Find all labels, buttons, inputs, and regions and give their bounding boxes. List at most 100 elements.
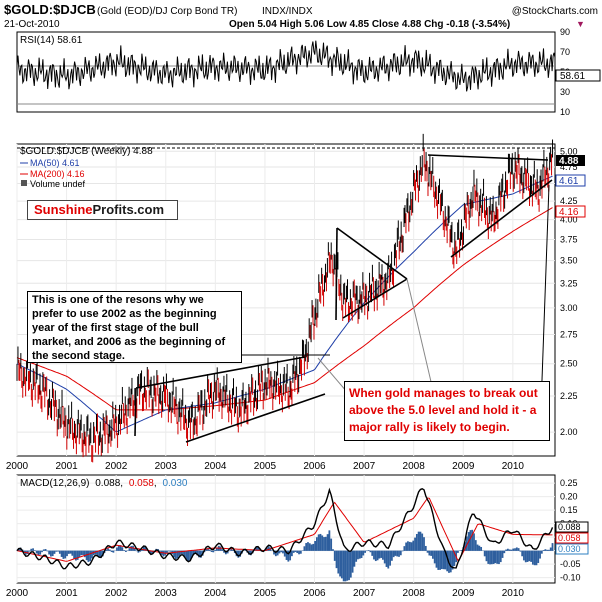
macd-hist-bar bbox=[78, 550, 81, 558]
macd-hist-bar bbox=[33, 550, 36, 551]
macd-hist-bar bbox=[210, 550, 213, 552]
macd-hist-bar bbox=[499, 550, 502, 563]
macd-hist-bar bbox=[298, 550, 300, 555]
macd-hist-bar bbox=[460, 550, 463, 551]
price-year-label: 2007 bbox=[353, 461, 376, 472]
triangle-2008-upper bbox=[427, 154, 549, 161]
macd-year-label: 2005 bbox=[254, 588, 277, 599]
macd-hist-bar bbox=[214, 549, 217, 551]
macd-hist-bar bbox=[342, 550, 345, 582]
macd-hist-bar bbox=[108, 549, 111, 551]
price-year-label: 2000 bbox=[6, 461, 29, 472]
callout-lines bbox=[232, 184, 550, 409]
macd-hist-bar bbox=[337, 550, 340, 574]
macd-hist-bar bbox=[64, 550, 67, 559]
macd-hist-bar bbox=[398, 550, 400, 557]
macd-hist-bar bbox=[523, 550, 525, 561]
macd-hist-bar bbox=[287, 550, 290, 562]
macd-hist-bar bbox=[82, 550, 84, 556]
price-year-label: 2006 bbox=[303, 461, 326, 472]
macd-hist-bar bbox=[476, 544, 479, 551]
macd-hist-bar bbox=[446, 550, 449, 572]
macd-hist-bar bbox=[519, 550, 522, 552]
price-year-label: 2004 bbox=[204, 461, 227, 472]
macd-hist-bar bbox=[208, 549, 211, 551]
quote-line: Open 5.04 High 5.06 Low 4.85 Close 4.88 … bbox=[229, 19, 510, 30]
macd-hist-bar bbox=[185, 550, 188, 561]
macd-hist-bar bbox=[531, 550, 534, 565]
macd-hist-bar bbox=[99, 550, 102, 559]
macd-hist-bar bbox=[183, 550, 186, 558]
macd-hist-bar bbox=[382, 550, 384, 560]
macd-hist-bar bbox=[158, 550, 161, 552]
macd-hist-bar bbox=[48, 550, 51, 555]
macd-hist-bar bbox=[512, 548, 515, 551]
macd-hist-bar bbox=[149, 550, 152, 555]
macd-hist-bar bbox=[457, 550, 459, 553]
macd-hist-bar bbox=[387, 550, 390, 569]
macd-hist-bar bbox=[244, 550, 247, 551]
macd-hist-bar bbox=[485, 550, 488, 562]
macd-hist-bar bbox=[349, 550, 352, 578]
macd-hist-bar bbox=[137, 550, 140, 553]
macd-hist-bar bbox=[321, 535, 324, 551]
macd-hist-bar bbox=[291, 550, 293, 557]
macd-value-tag-text: 0.088 bbox=[558, 522, 581, 532]
macd-hist-bar bbox=[526, 550, 529, 562]
macd-hist-bar bbox=[294, 550, 297, 552]
sunshine-profits-logo: SunshineProfits.com bbox=[27, 200, 178, 220]
macd-hist-bar bbox=[410, 542, 413, 551]
macd-hist-bar bbox=[53, 550, 56, 554]
macd-hist-bar bbox=[392, 550, 395, 558]
macd-hist-bar bbox=[76, 550, 79, 560]
macd-hist-bar bbox=[221, 549, 224, 551]
price-tick-label: 4.00 bbox=[560, 215, 578, 225]
ma200-legend: MA(200) 4.16 bbox=[30, 169, 85, 179]
macd-hist-bar bbox=[367, 550, 370, 551]
rsi-value-tag-text: 58.61 bbox=[560, 71, 585, 82]
macd-hist-bar bbox=[324, 536, 327, 551]
callout-right-line-2 bbox=[406, 278, 433, 387]
macd-hist-bar bbox=[549, 547, 552, 551]
macd-hist-bar bbox=[308, 543, 311, 551]
macd-hist-bar bbox=[174, 550, 177, 560]
macd-hist-bar bbox=[26, 550, 29, 554]
rsi-legend: RSI(14) 58.61 bbox=[20, 35, 83, 46]
macd-hist-bar bbox=[50, 550, 52, 557]
macd-hist-bar bbox=[307, 542, 309, 551]
macd-hist-bar bbox=[378, 550, 381, 559]
macd-hist-bar bbox=[166, 550, 168, 554]
macd-hist-bar bbox=[144, 547, 147, 551]
macd-hist-bar bbox=[35, 550, 38, 554]
macd-year-label: 2003 bbox=[155, 588, 178, 599]
macd-hist-bar bbox=[167, 550, 170, 552]
price-year-label: 2001 bbox=[55, 461, 78, 472]
close-value-tag-text: 4.88 bbox=[559, 156, 579, 167]
macd-hist-bar bbox=[508, 549, 511, 551]
macd-hist-bar bbox=[315, 537, 318, 551]
macd-hist-bar bbox=[328, 530, 331, 551]
macd-hist-bar bbox=[58, 550, 61, 554]
macd-hist-bar bbox=[80, 550, 83, 556]
macd-hist-bar bbox=[490, 550, 493, 565]
macd-hist-bar bbox=[426, 550, 429, 553]
macd-hist-bar bbox=[314, 541, 317, 551]
macd-hist-bar bbox=[498, 550, 500, 565]
macd-hist-bar bbox=[96, 550, 99, 556]
macd-hist-bar bbox=[415, 533, 418, 551]
price-year-label: 2008 bbox=[403, 461, 426, 472]
macd-hist-bar bbox=[257, 547, 259, 551]
macd-hist-bar bbox=[540, 550, 543, 554]
price-tick-label: 2.00 bbox=[560, 427, 578, 437]
symbol-title: $GOLD:$DJCB bbox=[4, 2, 96, 17]
macd-hist-bar bbox=[451, 550, 454, 570]
macd-hist-bar bbox=[119, 545, 122, 551]
macd-year-label: 2001 bbox=[55, 588, 78, 599]
macd-hist-bar bbox=[310, 544, 313, 551]
macd-hist-bar bbox=[473, 533, 475, 551]
macd-hist-bar bbox=[483, 550, 486, 557]
macd-hist-bar bbox=[474, 540, 477, 551]
macd-hist-bar bbox=[394, 550, 397, 556]
price-year-label: 2002 bbox=[105, 461, 128, 472]
macd-hist-bar bbox=[196, 550, 199, 556]
